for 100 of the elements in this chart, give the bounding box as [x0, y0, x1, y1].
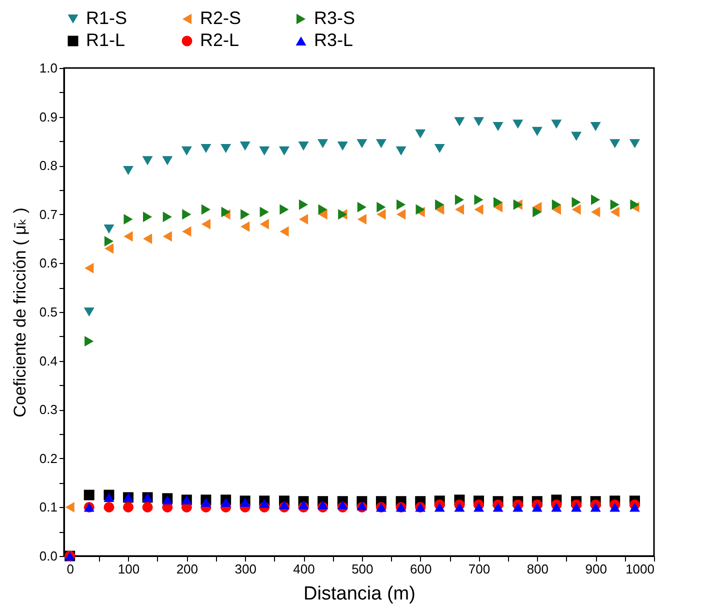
point — [610, 206, 620, 218]
point — [591, 206, 600, 218]
point — [415, 129, 426, 138]
point — [357, 202, 366, 212]
point — [474, 194, 484, 206]
point — [629, 502, 640, 512]
x-tick-label: 100 — [118, 562, 140, 576]
point — [84, 490, 94, 500]
point — [181, 146, 192, 156]
point — [260, 206, 269, 218]
point — [454, 194, 464, 206]
legend-label: R3-L — [314, 30, 354, 50]
point — [182, 209, 192, 220]
point — [434, 502, 445, 512]
point — [298, 214, 308, 225]
point — [610, 199, 620, 210]
x-tick-label: 500 — [352, 562, 374, 576]
x-tick-label: 600 — [410, 562, 432, 576]
point — [280, 204, 289, 215]
point — [142, 156, 153, 166]
point — [454, 117, 465, 126]
point — [493, 202, 503, 212]
point — [259, 146, 270, 156]
point — [298, 199, 308, 210]
y-tick-label: 0.3 — [39, 402, 58, 418]
point — [201, 204, 210, 215]
y-tick-label: 0.7 — [39, 206, 58, 222]
point — [357, 214, 366, 225]
point — [376, 139, 386, 148]
point — [124, 231, 133, 242]
legend-label: R3-S — [314, 8, 356, 28]
point — [259, 498, 270, 508]
point — [571, 502, 582, 512]
point — [84, 262, 94, 274]
point — [104, 492, 114, 502]
point — [396, 146, 406, 156]
point — [142, 234, 152, 244]
point — [260, 218, 269, 230]
y-tick-label: 0.1 — [39, 500, 58, 515]
point — [182, 226, 192, 237]
point — [376, 209, 386, 220]
point — [591, 194, 600, 206]
legend-label: R1-L — [86, 30, 126, 50]
legend-label: R1-S — [86, 8, 128, 28]
point — [240, 221, 250, 232]
point — [356, 139, 368, 148]
y-tick-label: 0.5 — [39, 304, 58, 320]
point — [104, 236, 114, 246]
point — [142, 502, 153, 512]
point — [532, 502, 542, 512]
point — [474, 117, 484, 126]
point — [551, 120, 562, 129]
point — [104, 502, 114, 512]
point — [532, 206, 542, 218]
point — [630, 199, 640, 210]
point — [162, 156, 173, 166]
point — [454, 204, 464, 215]
point — [512, 120, 524, 129]
point — [200, 498, 212, 507]
point — [84, 336, 94, 347]
point — [610, 502, 620, 512]
point — [396, 199, 406, 210]
point — [240, 142, 250, 151]
point — [318, 204, 328, 215]
point — [474, 502, 484, 512]
x-axis-title: Distancia (m) — [304, 584, 416, 604]
point — [278, 146, 290, 156]
point — [572, 204, 581, 215]
point — [278, 500, 290, 510]
point — [162, 212, 172, 222]
point — [416, 204, 425, 215]
y-tick-label: 0.6 — [39, 256, 58, 271]
point — [551, 502, 562, 512]
point — [124, 214, 133, 225]
point — [104, 224, 114, 234]
y-tick-label: 0.2 — [39, 450, 58, 466]
x-tick-label: 0 — [66, 562, 74, 576]
x-tick-label: 900 — [585, 562, 607, 576]
point — [629, 139, 640, 148]
point — [572, 196, 581, 208]
y-tick-label: 0.4 — [39, 353, 58, 368]
point — [610, 139, 620, 148]
point — [435, 204, 444, 215]
y-tick-label: 1.0 — [39, 60, 58, 76]
point — [434, 144, 445, 154]
point — [84, 307, 94, 317]
point — [104, 243, 114, 254]
point — [337, 500, 348, 510]
y-tick-label: 0.8 — [39, 158, 58, 174]
point — [376, 202, 386, 212]
point — [396, 209, 406, 220]
point — [201, 218, 210, 230]
point — [65, 502, 74, 512]
x-tick-label: 200 — [176, 562, 198, 576]
point — [552, 199, 561, 210]
point — [493, 196, 503, 208]
x-tick-label: 700 — [468, 562, 490, 576]
point — [298, 500, 309, 510]
y-axis-title: Coeficiente de fricción ( μ̄ₖ ) — [10, 208, 30, 418]
legend-label: R2-S — [200, 8, 242, 28]
